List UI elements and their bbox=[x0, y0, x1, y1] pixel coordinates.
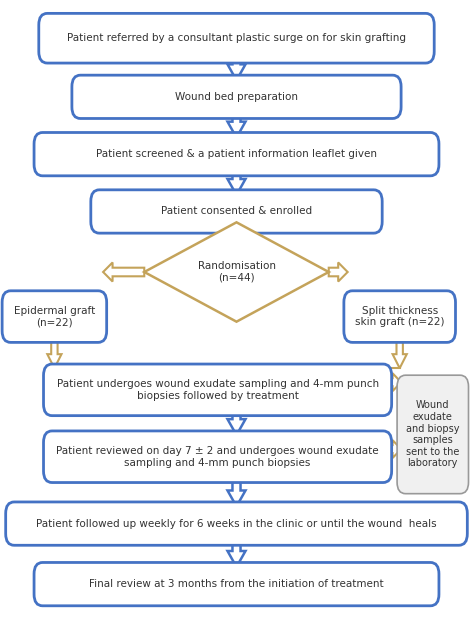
Text: Randomisation
(n=44): Randomisation (n=44) bbox=[198, 261, 275, 283]
Polygon shape bbox=[329, 262, 348, 282]
Text: Patient reviewed on day 7 ± 2 and undergoes wound exudate
sampling and 4-mm punc: Patient reviewed on day 7 ± 2 and underg… bbox=[56, 446, 379, 468]
FancyBboxPatch shape bbox=[34, 562, 439, 606]
Polygon shape bbox=[228, 58, 245, 80]
Text: Split thickness
skin graft (n=22): Split thickness skin graft (n=22) bbox=[355, 306, 445, 327]
FancyBboxPatch shape bbox=[72, 75, 401, 118]
Text: Patient referred by a consultant plastic surge on for skin grafting: Patient referred by a consultant plastic… bbox=[67, 33, 406, 43]
Polygon shape bbox=[228, 478, 245, 506]
FancyBboxPatch shape bbox=[44, 431, 392, 483]
Text: Epidermal graft
(n=22): Epidermal graft (n=22) bbox=[14, 306, 95, 327]
FancyBboxPatch shape bbox=[344, 290, 455, 343]
Text: Patient followed up weekly for 6 weeks in the clinic or until the wound  heals: Patient followed up weekly for 6 weeks i… bbox=[36, 519, 437, 529]
FancyBboxPatch shape bbox=[91, 190, 382, 233]
Polygon shape bbox=[389, 440, 401, 458]
FancyBboxPatch shape bbox=[39, 13, 434, 63]
Polygon shape bbox=[103, 262, 144, 282]
Polygon shape bbox=[228, 113, 245, 138]
Polygon shape bbox=[389, 373, 401, 391]
Text: Patient screened & a patient information leaflet given: Patient screened & a patient information… bbox=[96, 149, 377, 159]
Polygon shape bbox=[144, 222, 329, 322]
Polygon shape bbox=[228, 171, 245, 195]
FancyBboxPatch shape bbox=[34, 132, 439, 176]
Polygon shape bbox=[228, 411, 245, 435]
Polygon shape bbox=[47, 338, 61, 368]
Polygon shape bbox=[393, 338, 407, 368]
FancyBboxPatch shape bbox=[44, 364, 392, 415]
Text: Wound
exudate
and biopsy
samples
sent to the
laboratory: Wound exudate and biopsy samples sent to… bbox=[406, 401, 460, 468]
Polygon shape bbox=[228, 540, 245, 567]
FancyBboxPatch shape bbox=[2, 290, 106, 343]
FancyBboxPatch shape bbox=[397, 375, 468, 494]
Text: Patient consented & enrolled: Patient consented & enrolled bbox=[161, 206, 312, 217]
FancyBboxPatch shape bbox=[6, 502, 467, 545]
Polygon shape bbox=[228, 228, 245, 246]
Text: Wound bed preparation: Wound bed preparation bbox=[175, 92, 298, 102]
Text: Patient undergoes wound exudate sampling and 4-mm punch
biopsies followed by tre: Patient undergoes wound exudate sampling… bbox=[56, 379, 379, 401]
Text: Final review at 3 months from the initiation of treatment: Final review at 3 months from the initia… bbox=[89, 579, 384, 589]
